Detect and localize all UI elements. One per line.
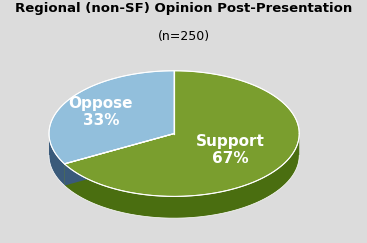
Text: Oppose
33%: Oppose 33%	[69, 96, 133, 128]
Polygon shape	[65, 134, 174, 186]
Polygon shape	[65, 133, 299, 218]
Polygon shape	[65, 71, 299, 196]
Text: (n=250): (n=250)	[157, 30, 210, 43]
Text: Support
67%: Support 67%	[196, 134, 265, 166]
Polygon shape	[65, 134, 174, 186]
Polygon shape	[49, 71, 174, 164]
Text: Regional (non-SF) Opinion Post-Presentation: Regional (non-SF) Opinion Post-Presentat…	[15, 2, 352, 15]
Polygon shape	[49, 133, 65, 186]
